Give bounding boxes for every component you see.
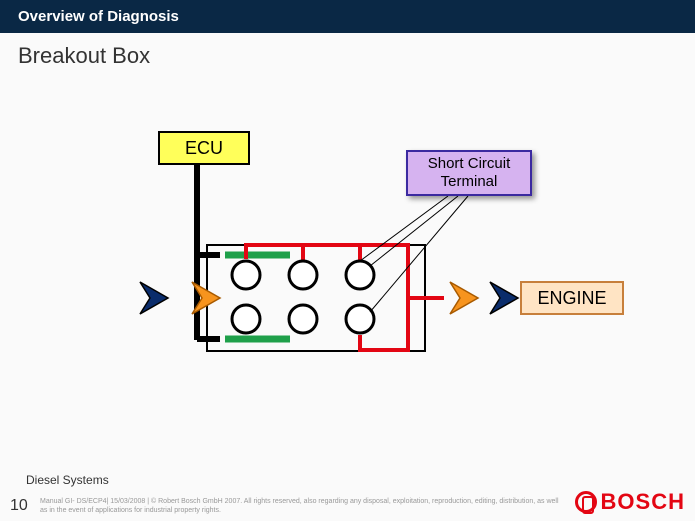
diagram-canvas — [0, 0, 695, 521]
sct-callout-lines — [360, 196, 468, 312]
terminal-circles — [232, 261, 374, 333]
red-wire-links — [303, 245, 360, 261]
ecu-label: ECU — [185, 138, 223, 159]
ecu-label-box: ECU — [158, 131, 250, 165]
footer-brand: Diesel Systems — [10, 473, 685, 487]
footer: Diesel Systems 10 Manual GI- DS/ECP4| 15… — [0, 469, 695, 521]
page-number: 10 — [10, 497, 40, 515]
bosch-logo: BOSCH — [575, 489, 685, 515]
engine-label: ENGINE — [537, 288, 606, 309]
engine-label-box: ENGINE — [520, 281, 624, 315]
sct-label: Short Circuit Terminal — [408, 155, 530, 191]
short-circuit-terminal-box: Short Circuit Terminal — [406, 150, 532, 196]
copyright-text: Manual GI- DS/ECP4| 15/03/2008 | © Rober… — [40, 498, 575, 515]
red-wire-main — [246, 245, 444, 350]
bosch-logo-icon — [575, 491, 597, 513]
bosch-logo-text: BOSCH — [601, 489, 685, 515]
